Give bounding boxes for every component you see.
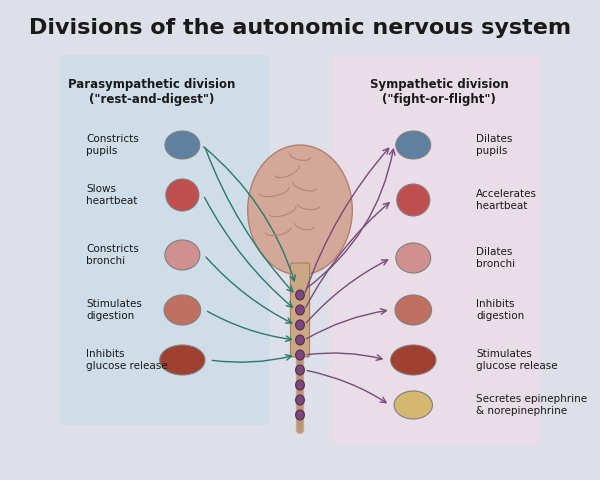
Ellipse shape bbox=[391, 345, 436, 375]
Text: Inhibits
glucose release: Inhibits glucose release bbox=[86, 349, 168, 371]
Circle shape bbox=[296, 410, 304, 420]
Ellipse shape bbox=[248, 145, 352, 275]
Ellipse shape bbox=[165, 240, 200, 270]
Text: Sympathetic division
("fight-or-flight"): Sympathetic division ("fight-or-flight") bbox=[370, 78, 509, 106]
Ellipse shape bbox=[160, 345, 205, 375]
Text: Stimulates
glucose release: Stimulates glucose release bbox=[476, 349, 557, 371]
Text: Accelerates
heartbeat: Accelerates heartbeat bbox=[476, 189, 537, 211]
FancyBboxPatch shape bbox=[331, 55, 539, 445]
FancyBboxPatch shape bbox=[61, 55, 269, 425]
Text: Stimulates
digestion: Stimulates digestion bbox=[86, 299, 142, 321]
Circle shape bbox=[296, 305, 304, 315]
Ellipse shape bbox=[166, 179, 199, 211]
Circle shape bbox=[296, 365, 304, 375]
Circle shape bbox=[296, 320, 304, 330]
Circle shape bbox=[296, 350, 304, 360]
Circle shape bbox=[296, 290, 304, 300]
Circle shape bbox=[296, 380, 304, 390]
Text: Dilates
bronchi: Dilates bronchi bbox=[476, 247, 515, 269]
Text: Slows
heartbeat: Slows heartbeat bbox=[86, 184, 138, 206]
Text: Constricts
pupils: Constricts pupils bbox=[86, 134, 139, 156]
Text: Inhibits
digestion: Inhibits digestion bbox=[476, 299, 524, 321]
Ellipse shape bbox=[164, 295, 200, 325]
Text: Constricts
bronchi: Constricts bronchi bbox=[86, 244, 139, 266]
Ellipse shape bbox=[397, 184, 430, 216]
Ellipse shape bbox=[396, 131, 431, 159]
FancyBboxPatch shape bbox=[290, 263, 310, 357]
Text: Parasympathetic division
("rest-and-digest"): Parasympathetic division ("rest-and-dige… bbox=[68, 78, 236, 106]
Text: Secretes epinephrine
& norepinephrine: Secretes epinephrine & norepinephrine bbox=[476, 394, 587, 416]
Ellipse shape bbox=[165, 131, 200, 159]
Text: Divisions of the autonomic nervous system: Divisions of the autonomic nervous syste… bbox=[29, 18, 571, 38]
Circle shape bbox=[296, 395, 304, 405]
Circle shape bbox=[296, 335, 304, 345]
Text: Dilates
pupils: Dilates pupils bbox=[476, 134, 512, 156]
Ellipse shape bbox=[394, 391, 433, 419]
Ellipse shape bbox=[395, 295, 431, 325]
Ellipse shape bbox=[396, 243, 431, 273]
